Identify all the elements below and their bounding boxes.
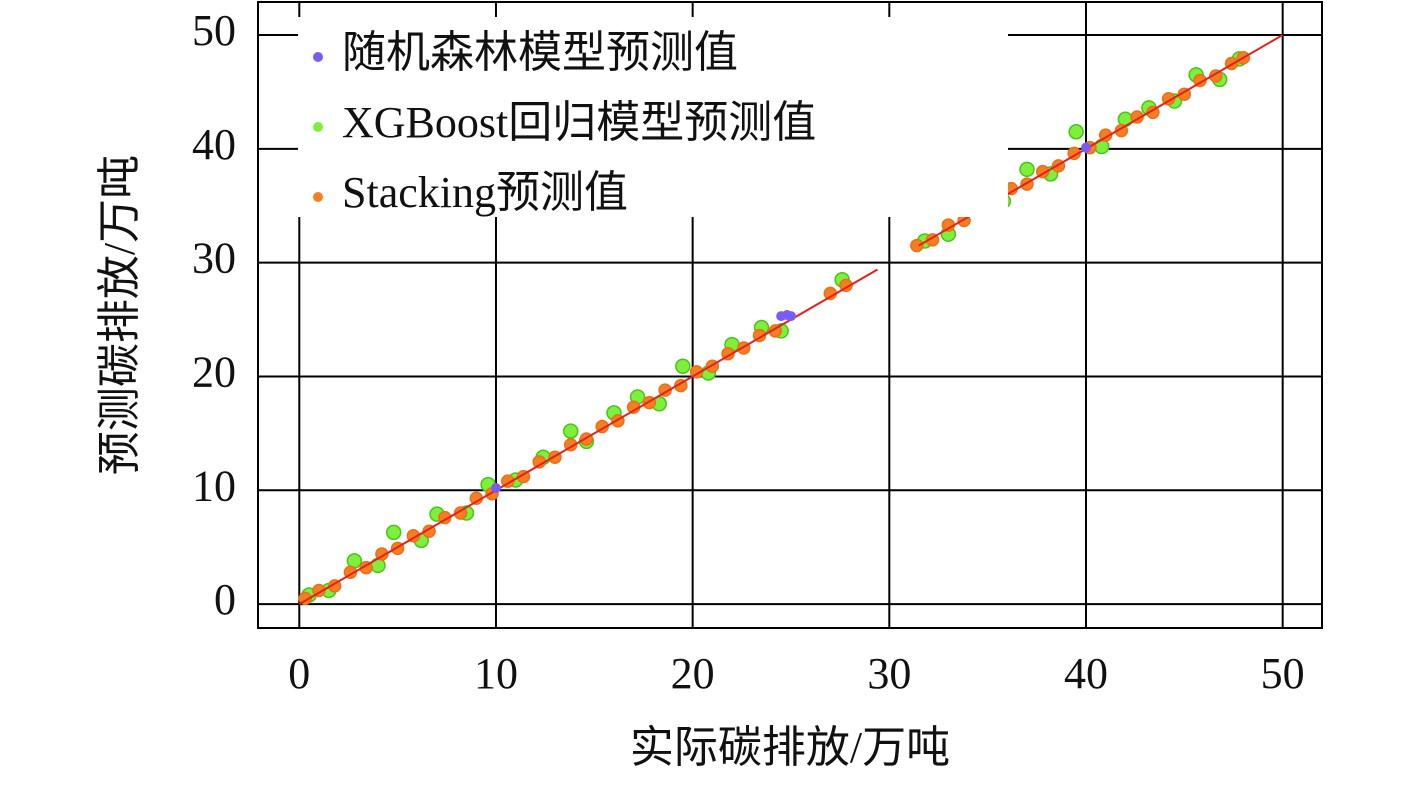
y-tick-label: 0 [214,575,236,624]
x-tick-label: 0 [288,649,310,698]
scatter-point [785,311,796,322]
scatter-point [562,423,579,439]
scatter-point [385,524,402,541]
legend-box [298,17,1008,217]
y-tick-label: 10 [192,461,236,510]
scatter-point [1080,142,1091,153]
legend-label: XGBoost回归模型预测值 [342,98,816,147]
legend-label: 随机森林模型预测值 [342,28,738,77]
reference-line [298,268,879,605]
legend-label: Stacking预测值 [342,168,628,217]
scatter-point [490,483,501,494]
scatter-point [910,238,924,253]
legend-marker [313,192,323,202]
x-tick-label: 10 [474,649,518,698]
y-tick-label: 30 [192,234,236,283]
y-axis-label: 预测碳排放/万吨 [95,155,144,475]
y-tick-label: 20 [192,348,236,397]
y-tick-label: 50 [192,6,236,55]
x-tick-label: 30 [867,649,911,698]
x-tick-label: 40 [1064,649,1108,698]
legend-marker [313,52,323,62]
scatter-point [675,358,691,374]
x-axis-label: 实际碳排放/万吨 [630,723,950,772]
x-tick-label: 50 [1261,649,1305,698]
y-tick-label: 40 [192,120,236,169]
scatter-point [1019,161,1035,178]
x-tick-label: 20 [671,649,715,698]
scatter-point [1068,124,1084,140]
legend-marker [313,122,323,132]
